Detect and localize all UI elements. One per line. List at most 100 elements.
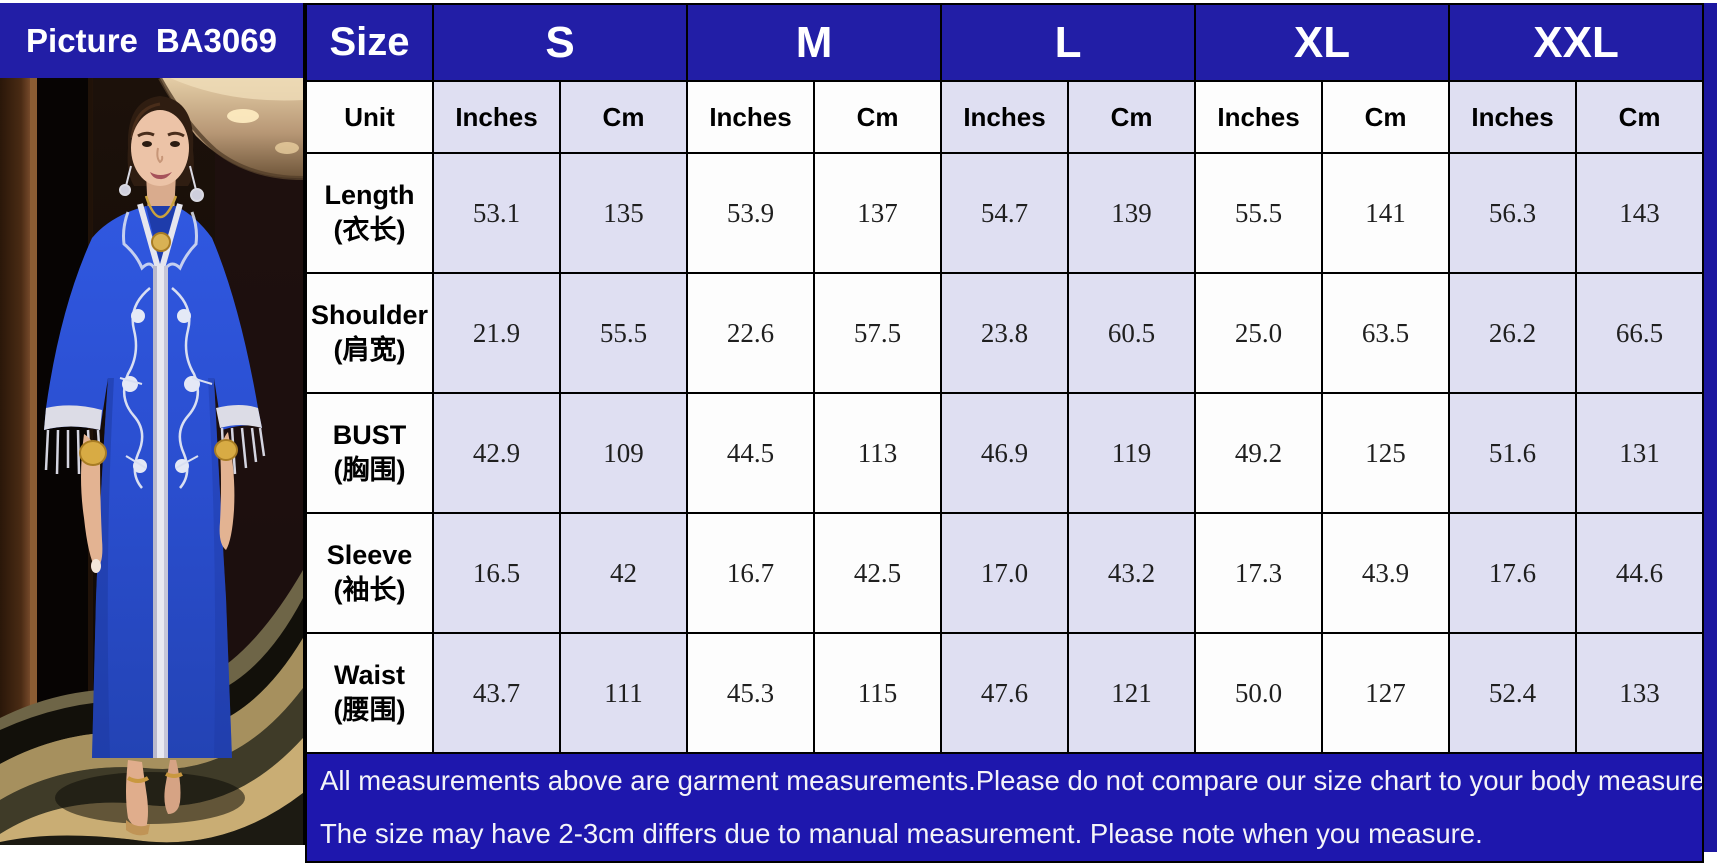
unit-cell-s-cm: Cm xyxy=(558,80,689,154)
row-label-en: BUST xyxy=(332,419,407,450)
picture-label: Picture xyxy=(26,21,138,59)
value-length-xl-cm: 141 xyxy=(1321,152,1451,274)
value-waist-xxl-cm: 133 xyxy=(1575,632,1705,754)
measurement-row-bust: BUST (胸围) 42.9 109 44.5 113 46.9 119 49.2 125 51.6… xyxy=(305,392,1705,514)
value-waist-xl-cm: 127 xyxy=(1321,632,1451,754)
value-bust-s-cm: 109 xyxy=(558,392,689,514)
size-header-s: S xyxy=(431,3,689,82)
measurement-row-shoulder: Shoulder (肩宽) 21.9 55.5 22.6 57.5 23.8 60.5 25.0… xyxy=(305,272,1705,394)
center-band xyxy=(153,266,168,758)
unit-cell-m-inches: Inches xyxy=(686,80,816,154)
value-length-s-cm: 135 xyxy=(558,152,689,274)
value-waist-s-cm: 111 xyxy=(558,632,689,754)
measurement-row-sleeve: Sleeve (袖长) 16.5 42 16.7 42.5 17.0 43.2 17.3 43.9… xyxy=(305,512,1705,634)
row-label-waist: Waist (腰围) xyxy=(305,632,434,754)
picture-panel: Picture BA3069 xyxy=(0,3,305,852)
value-waist-l-inches: 47.6 xyxy=(940,632,1070,754)
top-margin-strip xyxy=(0,0,1717,3)
size-header-xxl: XXL xyxy=(1448,3,1705,82)
unit-label-cell: Unit xyxy=(305,80,434,154)
value-shoulder-xl-cm: 63.5 xyxy=(1321,272,1451,394)
value-shoulder-m-cm: 57.5 xyxy=(813,272,943,394)
value-shoulder-s-cm: 55.5 xyxy=(558,272,689,394)
model xyxy=(44,96,266,836)
value-waist-m-inches: 45.3 xyxy=(686,632,816,754)
value-length-m-inches: 53.9 xyxy=(686,152,816,274)
value-bust-l-inches: 46.9 xyxy=(940,392,1070,514)
size-chart-table: Size S M L XL XXL Unit Inches Cm Inches Cm Inches Cm… xyxy=(304,3,1705,863)
model-photo xyxy=(0,78,305,845)
value-sleeve-l-cm: 43.2 xyxy=(1067,512,1197,634)
note-row: All measurements above are garment measu… xyxy=(304,752,1705,863)
measurement-row-waist: Waist (腰围) 43.7 111 45.3 115 47.6 121 50.0 127 52.… xyxy=(305,632,1705,754)
note-line-2: The size may have 2-3cm differs due to m… xyxy=(320,818,1483,849)
size-header-row: Size S M L XL XXL xyxy=(305,3,1705,82)
value-length-xl-inches: 55.5 xyxy=(1194,152,1324,274)
value-sleeve-s-cm: 42 xyxy=(558,512,689,634)
value-sleeve-xxl-inches: 17.6 xyxy=(1448,512,1578,634)
row-label-zh: (腰围) xyxy=(333,695,406,725)
value-bust-m-cm: 113 xyxy=(813,392,943,514)
value-shoulder-l-inches: 23.8 xyxy=(940,272,1070,394)
value-length-s-inches: 53.1 xyxy=(432,152,561,274)
unit-cell-xxl-inches: Inches xyxy=(1448,80,1578,154)
size-column-header: Size xyxy=(305,3,434,82)
product-code: BA3069 xyxy=(155,21,277,59)
value-sleeve-xxl-cm: 44.6 xyxy=(1575,512,1705,634)
hands xyxy=(79,432,238,573)
row-label-en: Shoulder xyxy=(310,299,428,330)
unit-cell-m-cm: Cm xyxy=(813,80,943,154)
value-bust-xxl-inches: 51.6 xyxy=(1448,392,1578,514)
value-sleeve-xl-cm: 43.9 xyxy=(1321,512,1451,634)
row-label-en: Sleeve xyxy=(326,539,413,570)
row-label-zh: (肩宽) xyxy=(333,335,406,365)
picture-header: Picture BA3069 xyxy=(0,3,305,78)
feet xyxy=(126,760,183,836)
value-sleeve-l-inches: 17.0 xyxy=(940,512,1070,634)
value-shoulder-l-cm: 60.5 xyxy=(1067,272,1197,394)
value-waist-xxl-inches: 52.4 xyxy=(1448,632,1578,754)
value-length-m-cm: 137 xyxy=(813,152,943,274)
value-bust-xl-cm: 125 xyxy=(1321,392,1451,514)
value-shoulder-xxl-inches: 26.2 xyxy=(1448,272,1578,394)
note-cell: All measurements above are garment measu… xyxy=(304,752,1705,863)
size-header-xl: XL xyxy=(1194,3,1451,82)
row-label-length: Length (衣长) xyxy=(305,152,434,274)
value-sleeve-xl-inches: 17.3 xyxy=(1194,512,1324,634)
value-sleeve-m-inches: 16.7 xyxy=(686,512,816,634)
value-bust-xxl-cm: 131 xyxy=(1575,392,1705,514)
right-margin-strip xyxy=(1702,3,1717,852)
value-bust-xl-inches: 49.2 xyxy=(1194,392,1324,514)
note-text-block: All measurements above are garment measu… xyxy=(308,765,1704,850)
value-bust-l-cm: 119 xyxy=(1067,392,1197,514)
unit-cell-l-cm: Cm xyxy=(1067,80,1197,154)
row-label-zh: (袖长) xyxy=(333,575,406,605)
value-sleeve-s-inches: 16.5 xyxy=(432,512,561,634)
value-shoulder-m-inches: 22.6 xyxy=(686,272,816,394)
row-label-sleeve: Sleeve (袖长) xyxy=(305,512,434,634)
value-waist-l-cm: 121 xyxy=(1067,632,1197,754)
unit-cell-l-inches: Inches xyxy=(940,80,1070,154)
row-label-zh: (胸围) xyxy=(333,455,406,485)
embroidery xyxy=(119,287,213,489)
value-waist-m-cm: 115 xyxy=(813,632,943,754)
note-line-1: All measurements above are garment measu… xyxy=(320,765,1704,796)
measurement-row-length: Length (衣长) 53.1 135 53.9 137 54.7 139 55.5 141 56… xyxy=(305,152,1705,274)
row-label-en: Length xyxy=(324,179,415,210)
unit-cell-xl-cm: Cm xyxy=(1321,80,1451,154)
value-sleeve-m-cm: 42.5 xyxy=(813,512,943,634)
row-label-zh: (衣长) xyxy=(333,215,406,245)
unit-cell-xxl-cm: Cm xyxy=(1575,80,1705,154)
value-length-xxl-cm: 143 xyxy=(1575,152,1705,274)
necklace xyxy=(144,195,178,252)
value-waist-xl-inches: 50.0 xyxy=(1194,632,1324,754)
value-length-xxl-inches: 56.3 xyxy=(1448,152,1578,274)
unit-cell-xl-inches: Inches xyxy=(1194,80,1324,154)
value-bust-m-inches: 44.5 xyxy=(686,392,816,514)
row-label-shoulder: Shoulder (肩宽) xyxy=(305,272,434,394)
value-shoulder-s-inches: 21.9 xyxy=(432,272,561,394)
earrings xyxy=(119,165,204,202)
size-header-m: M xyxy=(686,3,943,82)
value-shoulder-xxl-cm: 66.5 xyxy=(1575,272,1705,394)
value-length-l-cm: 139 xyxy=(1067,152,1197,274)
